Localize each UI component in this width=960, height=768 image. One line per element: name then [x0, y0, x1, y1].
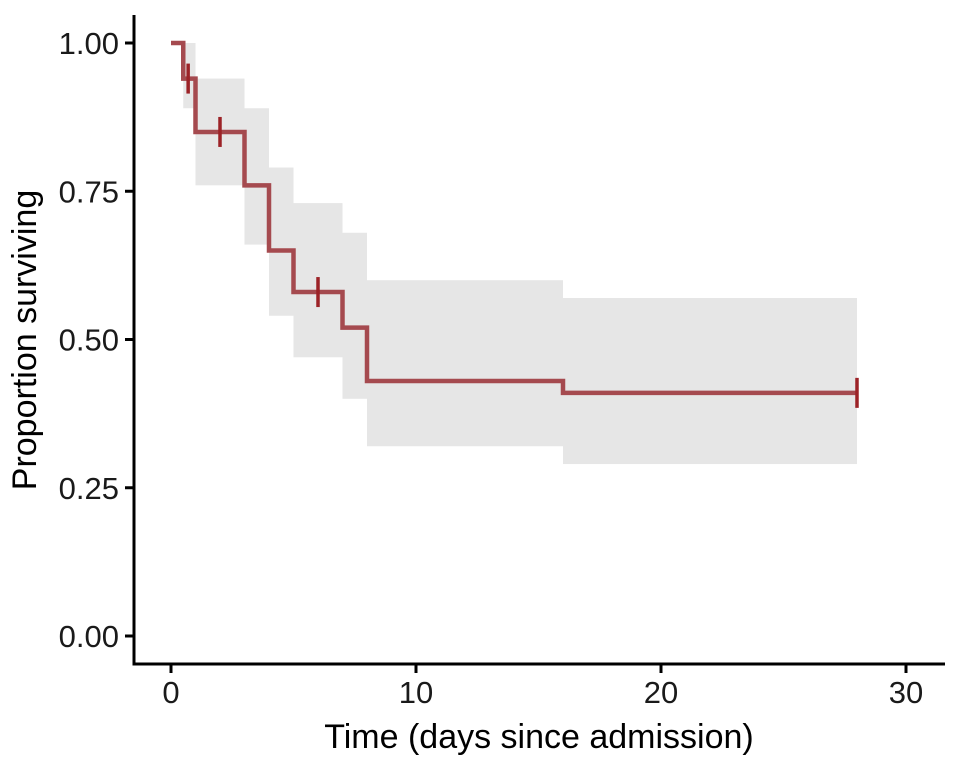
x-tick-label: 10 — [399, 675, 433, 710]
y-tick-label: 0.25 — [59, 471, 119, 506]
x-tick-label: 0 — [162, 675, 179, 710]
y-axis-title: Proportion surviving — [6, 190, 44, 490]
confidence-band-segment — [367, 280, 563, 447]
x-axis-title: Time (days since admission) — [324, 718, 754, 756]
confidence-band-segment — [244, 108, 269, 245]
y-tick-label: 0.00 — [59, 619, 119, 654]
x-tick-label: 20 — [644, 675, 678, 710]
confidence-band-layer — [183, 43, 857, 465]
y-tick-label: 1.00 — [59, 26, 119, 61]
x-tick-label: 30 — [889, 675, 923, 710]
survival-curve-layer — [171, 40, 857, 396]
confidence-band-segment — [342, 232, 367, 399]
confidence-band-segment — [563, 297, 857, 465]
censor-marks-layer — [186, 63, 859, 408]
y-tick-label: 0.50 — [59, 323, 119, 358]
confidence-band-segment — [269, 167, 294, 316]
survival-step-curve — [171, 40, 857, 396]
tick-labels-layer: 0 10 20 30 0.00 0.25 0.50 0.75 1.00 — [59, 26, 924, 710]
y-tick-label: 0.75 — [59, 174, 119, 209]
